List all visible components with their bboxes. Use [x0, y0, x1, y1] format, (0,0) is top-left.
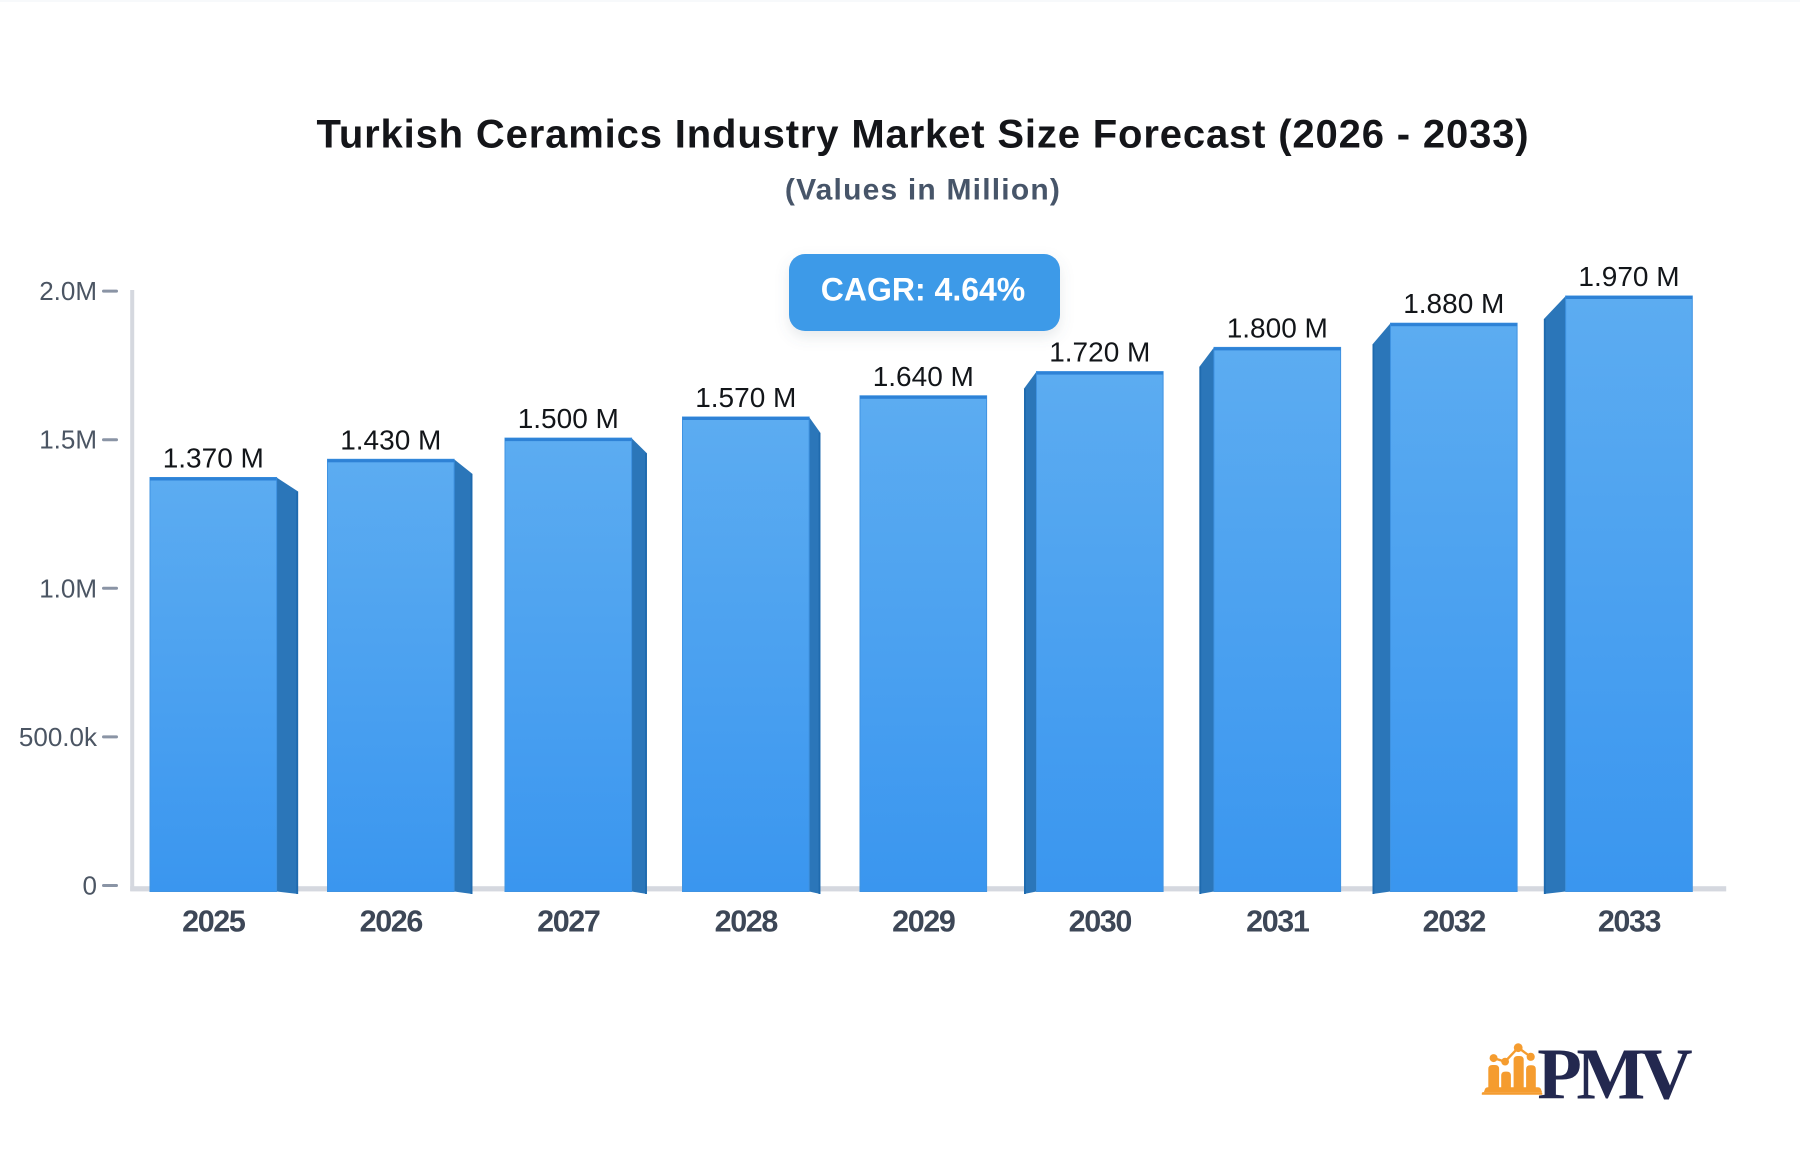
- svg-text:2030: 2030: [1069, 905, 1132, 939]
- svg-text:2031: 2031: [1246, 905, 1310, 939]
- svg-text:Turkish Ceramics Industry Mark: Turkish Ceramics Industry Market Size Fo…: [317, 113, 1530, 157]
- svg-text:CAGR: 4.64%: CAGR: 4.64%: [821, 272, 1026, 308]
- svg-text:(Values in Million): (Values in Million): [785, 174, 1061, 207]
- svg-text:2.0M: 2.0M: [39, 276, 97, 306]
- svg-text:1.5M: 1.5M: [39, 425, 97, 455]
- svg-text:1.0M: 1.0M: [39, 573, 97, 603]
- svg-text:PMV: PMV: [1537, 1033, 1692, 1114]
- svg-text:1.970 M: 1.970 M: [1578, 261, 1679, 292]
- svg-text:500.0k: 500.0k: [19, 722, 98, 752]
- svg-text:1.720 M: 1.720 M: [1049, 337, 1150, 368]
- svg-text:2028: 2028: [715, 905, 779, 939]
- svg-text:2032: 2032: [1423, 905, 1486, 939]
- svg-text:1.370 M: 1.370 M: [163, 443, 264, 474]
- svg-text:1.570 M: 1.570 M: [695, 382, 796, 413]
- svg-text:2026: 2026: [360, 905, 423, 939]
- svg-text:1.430 M: 1.430 M: [340, 424, 441, 455]
- svg-text:2033: 2033: [1598, 905, 1661, 939]
- svg-text:1.800 M: 1.800 M: [1227, 312, 1328, 343]
- svg-text:1.500 M: 1.500 M: [518, 403, 619, 434]
- svg-text:2027: 2027: [537, 905, 600, 939]
- svg-text:2025: 2025: [182, 905, 246, 939]
- svg-text:1.880 M: 1.880 M: [1403, 288, 1504, 319]
- svg-text:0: 0: [83, 871, 97, 901]
- svg-text:1.640 M: 1.640 M: [873, 361, 974, 392]
- svg-text:2029: 2029: [892, 905, 955, 939]
